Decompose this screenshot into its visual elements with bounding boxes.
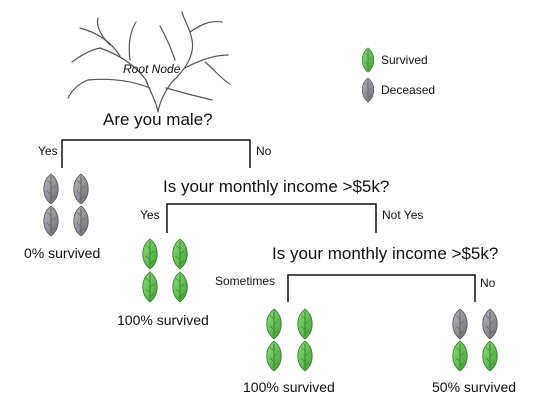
green-leaf-icon	[266, 340, 282, 372]
green-leaf-icon	[297, 308, 313, 340]
green-leaf-icon	[297, 340, 313, 372]
green-leaf-icon	[142, 271, 158, 303]
green-leaf-icon	[266, 308, 282, 340]
green-leaf-icon	[172, 271, 188, 303]
legend-survived-leaf-icon	[361, 47, 375, 73]
branch-label-no: No	[480, 276, 496, 290]
branch-label-not-yes: Not Yes	[382, 208, 424, 222]
question-income: Is your monthly income >$5k?	[163, 177, 390, 196]
result-male: 0% survived	[24, 245, 101, 261]
legend-survived-label: Survived	[381, 53, 428, 67]
question-male: Are you male?	[103, 110, 213, 129]
leaf-cluster-male	[43, 173, 89, 237]
grey-leaf-icon	[73, 205, 89, 237]
q1-edge-yes	[61, 139, 251, 168]
leaf-cluster-no	[452, 308, 498, 372]
grey-leaf-icon	[43, 173, 59, 205]
result-sometimes: 100% survived	[243, 379, 335, 395]
result-no: 50% survived	[432, 379, 517, 395]
bare-tree-icon	[67, 11, 231, 113]
legend-deceased-label: Deceased	[381, 83, 436, 97]
legend-deceased-leaf-icon	[361, 77, 375, 103]
question-income-second: Is your monthly income >$5k?	[272, 244, 499, 263]
grey-leaf-icon	[73, 173, 89, 205]
branch-label-yes: Yes	[140, 208, 160, 222]
grey-leaf-icon	[452, 308, 468, 340]
leaf-cluster-sometimes	[266, 308, 313, 372]
green-leaf-icon	[142, 238, 158, 270]
green-leaf-icon	[482, 340, 498, 372]
q2-edge-yes	[166, 203, 377, 233]
green-leaf-icon	[452, 340, 468, 372]
grey-leaf-icon	[43, 205, 59, 237]
result-income-yes: 100% survived	[117, 312, 209, 328]
q3-edge-sometimes	[287, 274, 476, 302]
branch-label-yes: Yes	[38, 144, 58, 158]
branch-label-no: No	[256, 144, 272, 158]
branch-label-sometimes: Sometimes	[215, 274, 276, 288]
green-leaf-icon	[172, 238, 188, 270]
grey-leaf-icon	[482, 308, 498, 340]
leaf-cluster-income-yes	[142, 238, 188, 303]
root-node-label: Root Node	[123, 62, 181, 76]
